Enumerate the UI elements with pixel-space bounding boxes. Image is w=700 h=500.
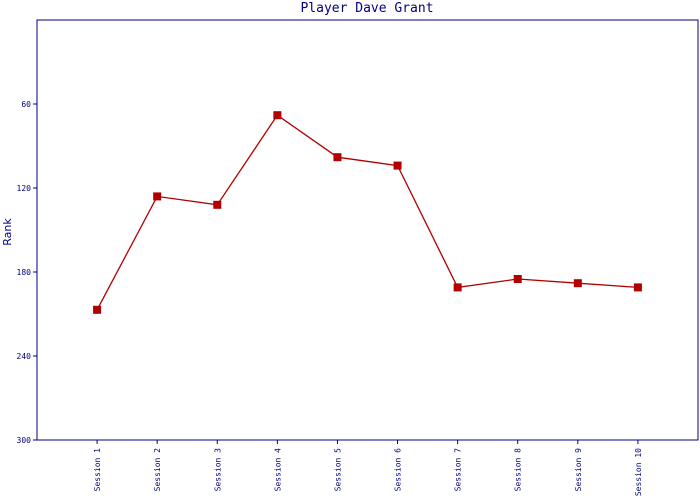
x-tick-label: Session 9 — [574, 448, 583, 492]
x-tick-label: Session 3 — [213, 448, 222, 492]
point-marker — [393, 161, 402, 170]
x-tick-label: Session 6 — [394, 448, 403, 492]
y-tick-label: 240 — [17, 352, 32, 361]
point-marker — [573, 279, 582, 288]
y-axis-label: Rank — [1, 218, 14, 246]
x-tick-label: Session 10 — [634, 448, 643, 496]
x-tick-label: Session 4 — [273, 448, 282, 492]
x-tick-label: Session 7 — [454, 448, 463, 492]
y-tick-label: 180 — [17, 268, 32, 277]
point-marker — [513, 275, 522, 283]
chart-title: Player Dave Grant — [300, 1, 433, 16]
x-tick-label: Session 2 — [153, 448, 162, 492]
y-tick-label: 300 — [17, 436, 32, 445]
point-marker — [633, 283, 642, 292]
point-marker — [453, 283, 462, 292]
point-marker — [273, 111, 282, 120]
point-marker — [333, 153, 342, 162]
point-marker — [153, 192, 162, 201]
x-tick-label: Session 5 — [333, 448, 342, 492]
series-line — [96, 114, 638, 311]
point-marker — [213, 200, 222, 209]
plot-frame — [36, 19, 699, 441]
point-marker — [93, 305, 102, 314]
x-tick-label: Session 1 — [93, 448, 102, 492]
x-tick-label: Session 8 — [514, 448, 523, 492]
y-tick-label: 120 — [17, 184, 32, 193]
y-tick-label: 60 — [21, 100, 31, 109]
